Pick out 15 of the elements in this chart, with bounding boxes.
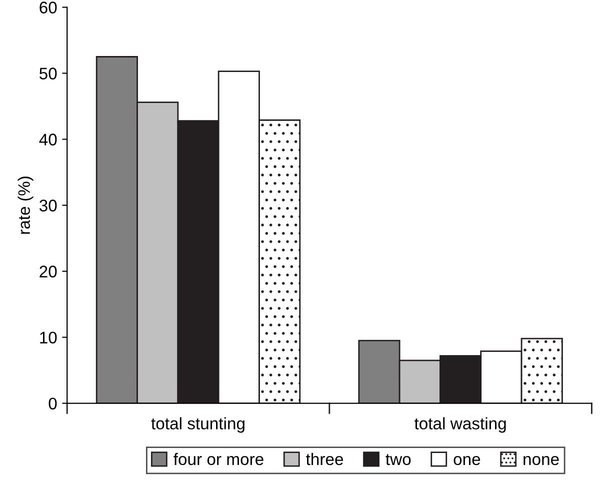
y-tick-label: 60 bbox=[40, 2, 57, 14]
y-tick-label: 40 bbox=[39, 134, 57, 146]
x-tick-label: total stunting bbox=[151, 417, 244, 433]
legend-label: one bbox=[454, 456, 480, 466]
legend-label: two bbox=[386, 454, 411, 466]
y-axis-title: rate (%) bbox=[18, 176, 34, 234]
x-tick-label: total wasting bbox=[414, 417, 506, 433]
y-tick-label: 0 bbox=[48, 398, 57, 410]
legend-label: four or more bbox=[174, 452, 264, 466]
y-tick-label: 20 bbox=[40, 266, 57, 278]
legend-label: three bbox=[306, 452, 344, 466]
legend-label: none bbox=[524, 456, 559, 466]
y-tick-label: 30 bbox=[39, 200, 57, 212]
y-tick-label: 50 bbox=[40, 68, 57, 80]
y-tick-label: 10 bbox=[40, 332, 57, 344]
